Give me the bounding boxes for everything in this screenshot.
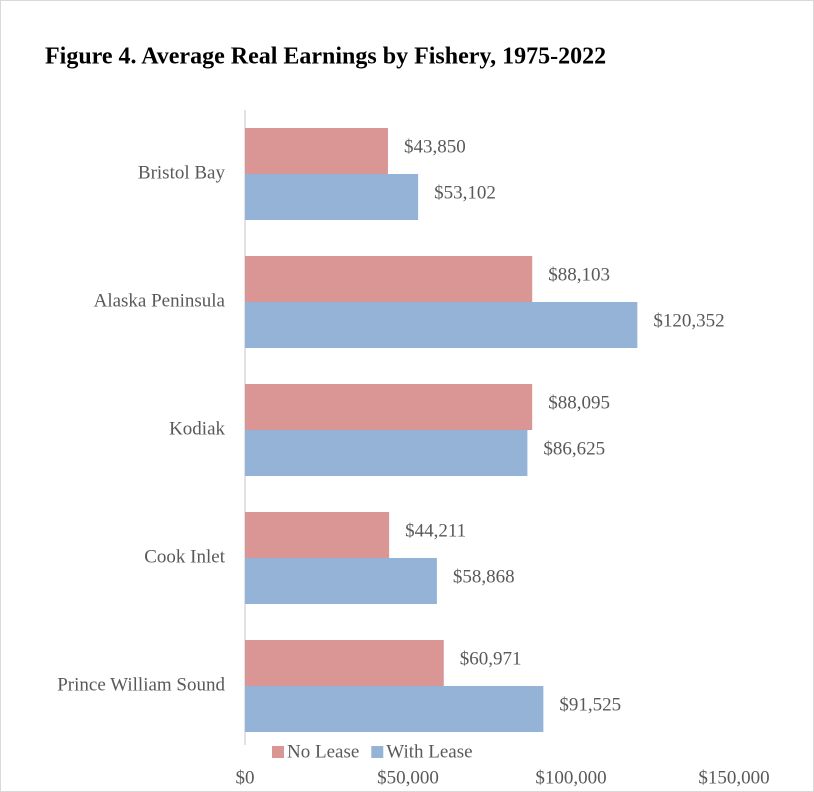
y-tick-label: Bristol Bay: [138, 162, 226, 183]
bar: [245, 384, 533, 430]
bar: [245, 256, 533, 302]
data-label: $43,850: [404, 136, 466, 157]
y-tick-label: Alaska Peninsula: [94, 290, 226, 311]
legend-label: No Lease: [287, 741, 359, 762]
data-label: $53,102: [434, 182, 496, 203]
y-tick-label: Prince William Sound: [57, 674, 225, 695]
x-tick-label: $100,000: [535, 767, 606, 788]
bar: [245, 558, 437, 604]
data-label: $120,352: [653, 310, 724, 331]
data-label: $88,095: [548, 392, 610, 413]
x-tick-label: $0: [236, 767, 255, 788]
legend-label: With Lease: [386, 741, 472, 762]
data-label: $91,525: [559, 694, 621, 715]
bar: [245, 640, 444, 686]
y-tick-label: Kodiak: [169, 418, 225, 439]
bar: [245, 128, 388, 174]
y-tick-label: Cook Inlet: [144, 546, 225, 567]
x-tick-label: $50,000: [377, 767, 439, 788]
legend-swatch: [371, 746, 384, 758]
data-label: $44,211: [405, 520, 466, 541]
bar: [245, 512, 390, 558]
data-label: $88,103: [548, 264, 610, 285]
data-label: $86,625: [543, 438, 605, 459]
x-tick-label: $150,000: [698, 767, 769, 788]
bar: [245, 686, 544, 732]
data-label: $60,971: [460, 648, 522, 669]
chart-title: Figure 4. Average Real Earnings by Fishe…: [45, 44, 606, 70]
bar: [245, 430, 528, 476]
bar: [245, 302, 638, 348]
data-label: $58,868: [453, 566, 515, 587]
bar: [245, 174, 419, 220]
legend-swatch: [272, 746, 284, 758]
